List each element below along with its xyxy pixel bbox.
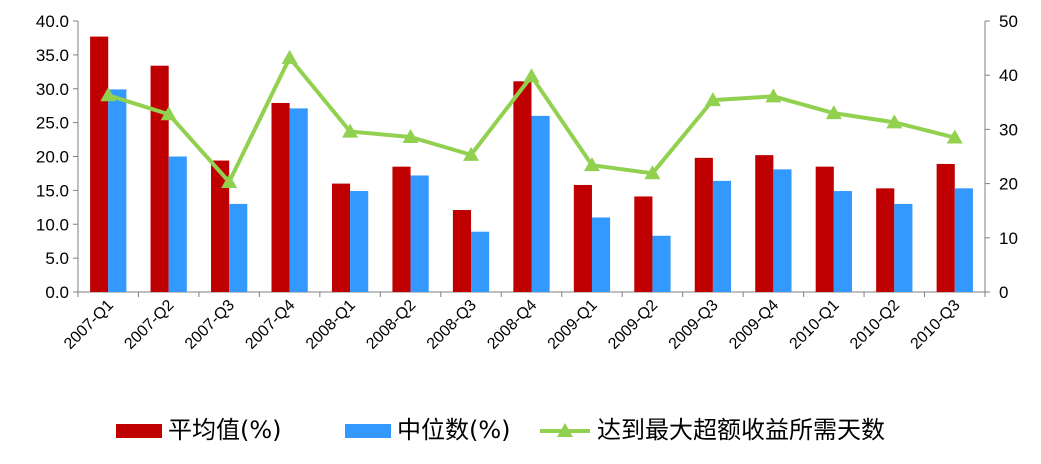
x-tick-label: 2009-Q4	[726, 297, 782, 353]
left-y-tick-label: 0.0	[45, 283, 69, 302]
legend-swatch-median	[345, 424, 391, 438]
bar-mean	[90, 36, 109, 292]
bar-mean	[936, 163, 955, 292]
left-y-tick-label: 5.0	[45, 249, 69, 268]
x-tick-label: 2009-Q1	[545, 297, 601, 353]
bar-mean	[150, 65, 169, 292]
right-y-tick-label: 10	[999, 229, 1018, 248]
bar-mean	[211, 160, 230, 292]
bar-median	[773, 169, 792, 292]
days-series-marker	[946, 129, 963, 144]
bar-median	[108, 89, 127, 293]
x-tick-label: 2010-Q2	[847, 297, 903, 353]
left-y-tick-label: 25.0	[36, 114, 69, 133]
bar-median	[652, 235, 671, 292]
line-layer	[100, 49, 963, 188]
left-y-tick-label: 15.0	[36, 181, 69, 200]
bar-median	[471, 231, 490, 292]
x-tick-label: 2010-Q3	[908, 297, 964, 353]
bar-median	[894, 203, 913, 292]
bar-mean	[694, 157, 713, 292]
bar-mean	[331, 183, 351, 292]
days-series-marker	[281, 49, 298, 64]
bar-median	[591, 217, 611, 292]
days-series-marker	[644, 165, 661, 180]
right-y-tick-label: 20	[999, 175, 1018, 194]
x-tick-label: 2007-Q3	[182, 297, 238, 353]
days-series-marker	[463, 146, 480, 161]
days-series-marker	[704, 92, 721, 107]
x-tick-label: 2009-Q3	[666, 297, 722, 353]
left-y-tick-label: 30.0	[36, 80, 69, 99]
bar-median	[289, 108, 308, 293]
days-series-marker	[221, 173, 238, 188]
bar-median	[833, 191, 852, 292]
right-y-tick-label: 50	[999, 12, 1018, 31]
x-tick-label: 2007-Q1	[61, 297, 117, 353]
right-y-tick-label: 30	[999, 120, 1018, 139]
bar-median	[954, 188, 973, 292]
x-tick-label: 2008-Q2	[363, 297, 419, 353]
legend-label-days: 达到最大超额收益所需天数	[597, 416, 885, 444]
days-series-marker	[765, 88, 782, 103]
x-tick-label: 2008-Q4	[484, 297, 540, 353]
bar-median	[410, 175, 429, 292]
x-tick-label: 2008-Q1	[303, 297, 359, 353]
x-tick-label: 2007-Q4	[242, 297, 298, 353]
bar-mean	[392, 166, 411, 292]
bar-mean	[815, 166, 834, 292]
bar-mean	[513, 81, 532, 292]
left-y-tick-label: 40.0	[36, 12, 69, 31]
x-tick-label: 2010-Q1	[787, 297, 843, 353]
x-tick-label: 2008-Q3	[424, 297, 480, 353]
days-series-marker	[523, 68, 540, 83]
days-series-marker	[100, 87, 117, 102]
bar-mean	[755, 155, 774, 292]
bar-median	[531, 115, 550, 292]
legend-label-mean: 平均值(%)	[168, 416, 282, 444]
bar-mean	[271, 102, 290, 292]
left-y-tick-label: 10.0	[36, 215, 69, 234]
bar-median	[712, 180, 732, 292]
legend-swatch-mean	[116, 424, 162, 438]
bar-mean	[573, 184, 592, 292]
days-series-marker	[583, 157, 600, 172]
left-y-tick-label: 20.0	[36, 148, 69, 167]
bars-layer	[90, 36, 973, 293]
left-y-tick-label: 35.0	[36, 46, 69, 65]
bar-mean	[452, 210, 472, 292]
legend-swatch-days-marker	[557, 423, 573, 437]
days-series-marker	[825, 105, 842, 120]
right-y-tick-label: 40	[999, 66, 1018, 85]
days-series-marker	[402, 128, 419, 143]
bar-mean	[634, 196, 653, 292]
days-series-marker	[160, 106, 177, 121]
legend-label-median: 中位数(%)	[397, 416, 511, 444]
right-y-tick-label: 0	[999, 283, 1008, 302]
bar-median	[350, 191, 369, 292]
x-tick-label: 2009-Q2	[605, 297, 661, 353]
legend: 平均值(%) 中位数(%) 达到最大超额收益所需天数	[116, 416, 885, 444]
days-series-marker	[342, 123, 359, 138]
bar-median	[168, 156, 187, 292]
x-tick-label: 2007-Q2	[121, 297, 177, 353]
bar-mean	[876, 188, 895, 292]
days-series-marker	[886, 114, 903, 129]
bar-median	[229, 203, 248, 292]
